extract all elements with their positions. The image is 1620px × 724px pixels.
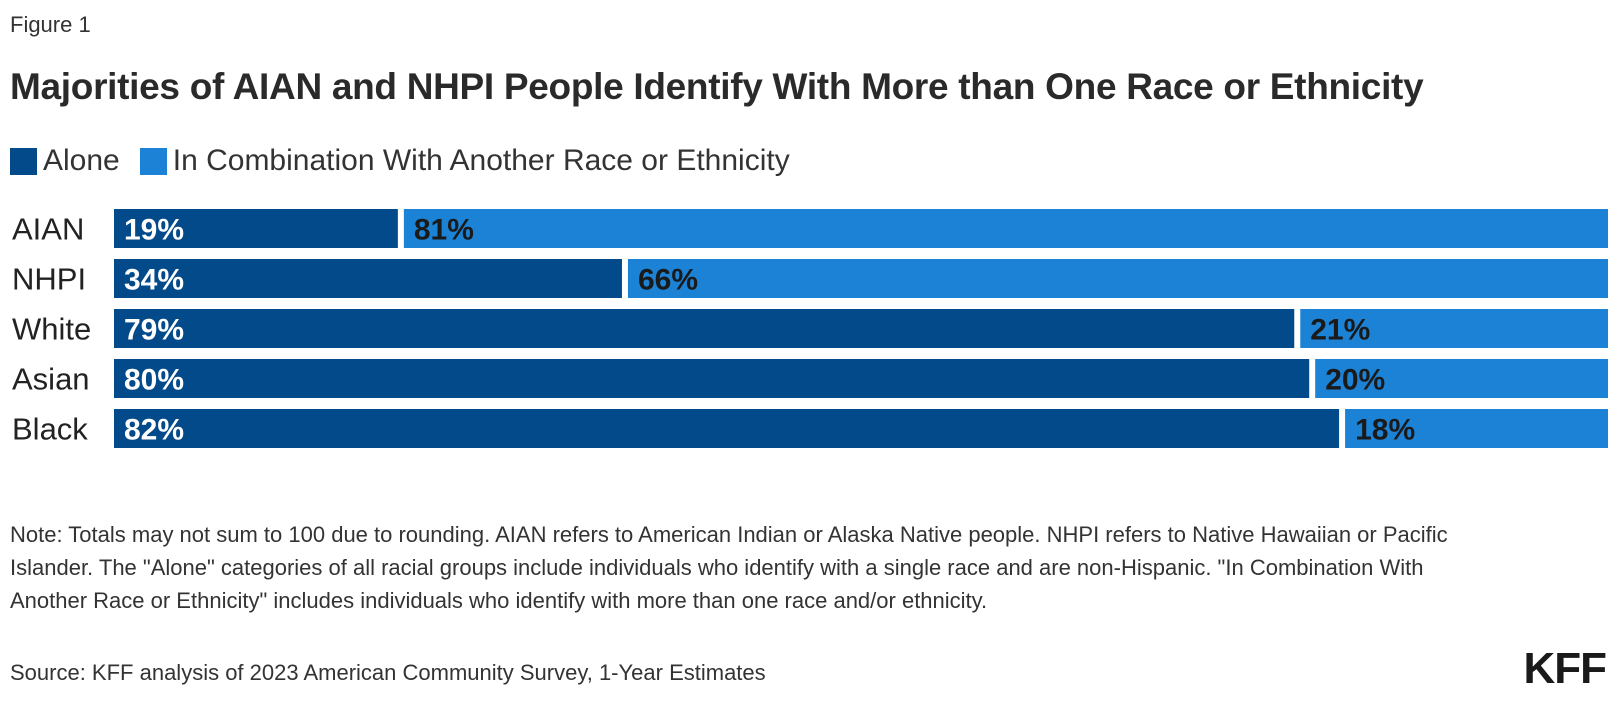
bar-asian-alone [114, 359, 1310, 398]
legend-label-alone: Alone [43, 144, 120, 177]
figure-label: Figure 1 [10, 12, 91, 37]
data-label-black-alone: 82% [124, 414, 184, 447]
data-label-white-combination: 21% [1310, 314, 1370, 347]
category-label-asian: Asian [12, 362, 90, 397]
legend-item-alone: Alone [10, 144, 120, 178]
bar-asian-combination [1315, 359, 1608, 398]
bar-black-combination [1345, 409, 1608, 448]
data-label-nhpi-alone: 34% [124, 264, 184, 297]
data-label-nhpi-combination: 66% [638, 264, 698, 297]
legend: Alone In Combination With Another Race o… [10, 144, 810, 178]
bar-aian-alone [114, 209, 398, 248]
bar-nhpi-combination [627, 259, 1608, 298]
data-label-white-alone: 79% [124, 314, 184, 347]
stacked-bar-chart: AIAN 19% 81% NHPI 34% 66% White 79% 21% Asian 80% 2… [12, 209, 1608, 448]
bar-white-alone [114, 309, 1295, 348]
category-label-black: Black [12, 412, 88, 447]
chart-source: Source: KFF analysis of 2023 American Co… [10, 660, 766, 685]
legend-item-combination: In Combination With Another Race or Ethn… [139, 144, 790, 178]
bar-nhpi-alone [114, 259, 622, 298]
data-label-aian-alone: 19% [124, 214, 184, 247]
bar-black-alone [114, 409, 1340, 448]
bar-white-combination [1300, 309, 1608, 348]
category-label-nhpi: NHPI [12, 262, 86, 297]
chart-title: Majorities of AIAN and NHPI People Ident… [10, 66, 1424, 107]
category-label-white: White [12, 312, 91, 347]
legend-swatch-combination [139, 147, 167, 175]
data-label-asian-combination: 20% [1325, 364, 1385, 397]
bar-aian-combination [403, 209, 1608, 248]
data-label-black-combination: 18% [1355, 414, 1415, 447]
category-label-aian: AIAN [12, 212, 84, 247]
data-label-asian-alone: 80% [124, 364, 184, 397]
kff-logo: KFF [1523, 644, 1607, 693]
legend-label-combination: In Combination With Another Race or Ethn… [172, 144, 790, 177]
chart-note: Note: Totals may not sum to 100 due to r… [10, 522, 1448, 613]
data-label-aian-combination: 81% [414, 214, 474, 247]
legend-swatch-alone [10, 147, 37, 175]
